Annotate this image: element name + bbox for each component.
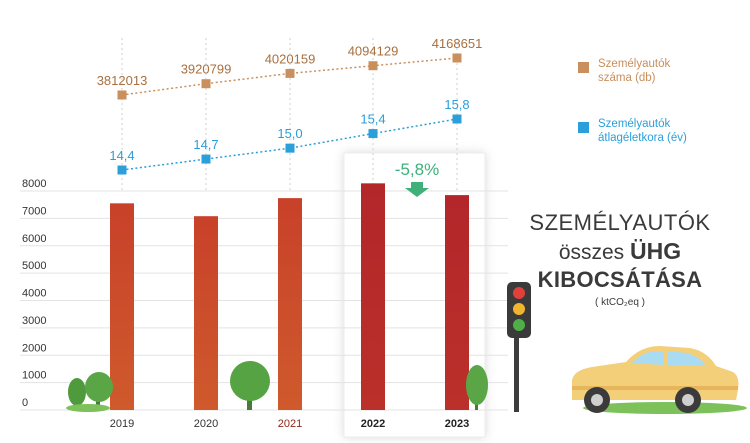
title-line2-bold: ÜHG [630, 238, 682, 264]
y-tick-label: 0 [22, 397, 28, 409]
legend-cars-line1: Személyautók [598, 58, 671, 70]
y-tick-label: 8000 [22, 178, 46, 190]
traffic-light-icon [507, 282, 531, 412]
legend-cars: Személyautók száma (db) [578, 57, 708, 85]
age-point [201, 154, 211, 164]
title-line1: SZEMÉLYAUTÓK [529, 210, 711, 235]
legend-age-line2: átlagéletkora (év) [598, 132, 687, 144]
title-unit: ( ktCO₂eq ) [595, 297, 645, 308]
age-data-label: 14,7 [193, 137, 218, 152]
tree-icon [230, 361, 270, 410]
cars-point [117, 90, 127, 100]
car-icon [572, 346, 747, 414]
y-tick-label: 2000 [22, 342, 46, 354]
age-point [285, 143, 295, 153]
change-label: -5,8% [395, 160, 439, 179]
tree-icon [466, 365, 488, 410]
title-line2-prefix: összes [558, 241, 625, 264]
legend-cars-line2: száma (db) [598, 72, 656, 84]
cars-data-label: 4094129 [348, 44, 399, 59]
legend-age: Személyautók átlagéletkora (év) [578, 117, 708, 145]
age-data-label: 15,8 [444, 97, 469, 112]
y-tick-label: 1000 [22, 370, 46, 382]
y-tick-label: 5000 [22, 260, 46, 272]
bar [361, 183, 385, 410]
cars-line [121, 57, 458, 96]
title-line3: KIBOCSÁTÁSA [537, 267, 703, 292]
grass-icon [66, 404, 110, 412]
title-line2: összes ÜHG [500, 238, 740, 265]
y-tick-label: 7000 [22, 205, 46, 217]
bar [445, 195, 469, 410]
y-tick-label: 6000 [22, 233, 46, 245]
cars-data-label: 4168651 [432, 36, 483, 51]
x-tick-label: 2023 [445, 418, 469, 430]
age-point [368, 129, 378, 139]
x-tick-label: 2022 [361, 418, 385, 430]
x-tick-label: 2021 [278, 418, 302, 430]
cars-point [452, 53, 462, 63]
cars-point [285, 68, 295, 78]
cars-data-label: 3812013 [97, 73, 148, 88]
down-arrow-icon [405, 182, 429, 197]
age-point [452, 114, 462, 124]
age-data-label: 15,4 [360, 112, 385, 127]
x-tick-label: 2019 [110, 418, 134, 430]
chart-title: SZEMÉLYAUTÓK összes ÜHG KIBOCSÁTÁSA ( kt… [500, 210, 740, 308]
age-data-label: 15,0 [277, 126, 302, 141]
cars-data-label: 3920799 [181, 62, 232, 77]
bar [278, 198, 302, 410]
tree-icon [68, 378, 86, 409]
cars-point [201, 79, 211, 89]
bar [110, 203, 134, 410]
legend-age-swatch [578, 122, 589, 133]
legend-age-line1: Személyautók [598, 118, 671, 130]
age-point [117, 165, 127, 175]
bar [194, 216, 218, 410]
y-tick-label: 3000 [22, 315, 46, 327]
age-data-label: 14,4 [109, 148, 134, 163]
y-tick-label: 4000 [22, 288, 46, 300]
legend-cars-swatch [578, 62, 589, 73]
cars-point [368, 61, 378, 71]
cars-data-label: 4020159 [265, 51, 316, 66]
tree-icon [85, 372, 113, 409]
x-tick-label: 2020 [194, 418, 218, 430]
